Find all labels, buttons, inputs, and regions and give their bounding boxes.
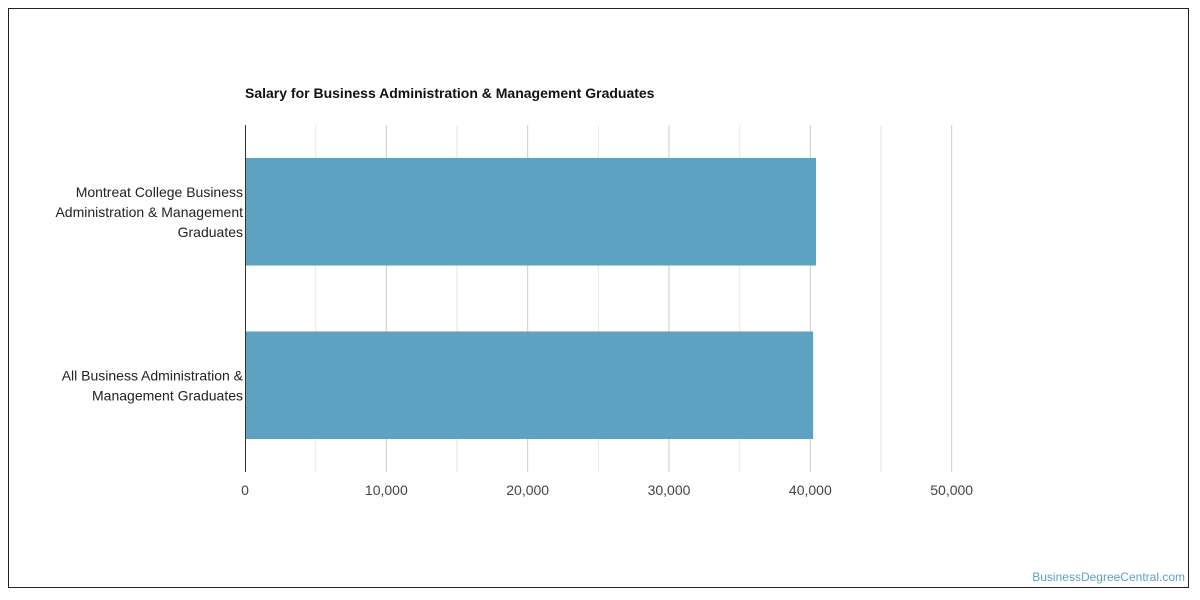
x-tick-label: 50,000 <box>930 482 973 498</box>
category-label: Montreat College Business <box>76 184 243 200</box>
watermark-link[interactable]: BusinessDegreeCentral.com <box>1032 570 1185 584</box>
bars <box>245 157 816 440</box>
category-label: Management Graduates <box>92 387 243 403</box>
x-tick-label: 30,000 <box>648 482 691 498</box>
bar[interactable] <box>245 157 816 266</box>
x-tick-label: 10,000 <box>365 482 408 498</box>
category-label: All Business Administration & <box>62 367 244 383</box>
bar[interactable] <box>245 331 814 440</box>
x-tick-label: 20,000 <box>506 482 549 498</box>
chart-frame <box>8 8 1189 588</box>
labels: Montreat College Business Administration … <box>55 184 973 498</box>
category-label: Administration & Management <box>55 204 243 220</box>
chart-title: Salary for Business Administration & Man… <box>245 85 655 101</box>
x-tick-label: 0 <box>241 482 249 498</box>
x-tick-label: 40,000 <box>789 482 832 498</box>
category-label: Graduates <box>178 224 243 240</box>
